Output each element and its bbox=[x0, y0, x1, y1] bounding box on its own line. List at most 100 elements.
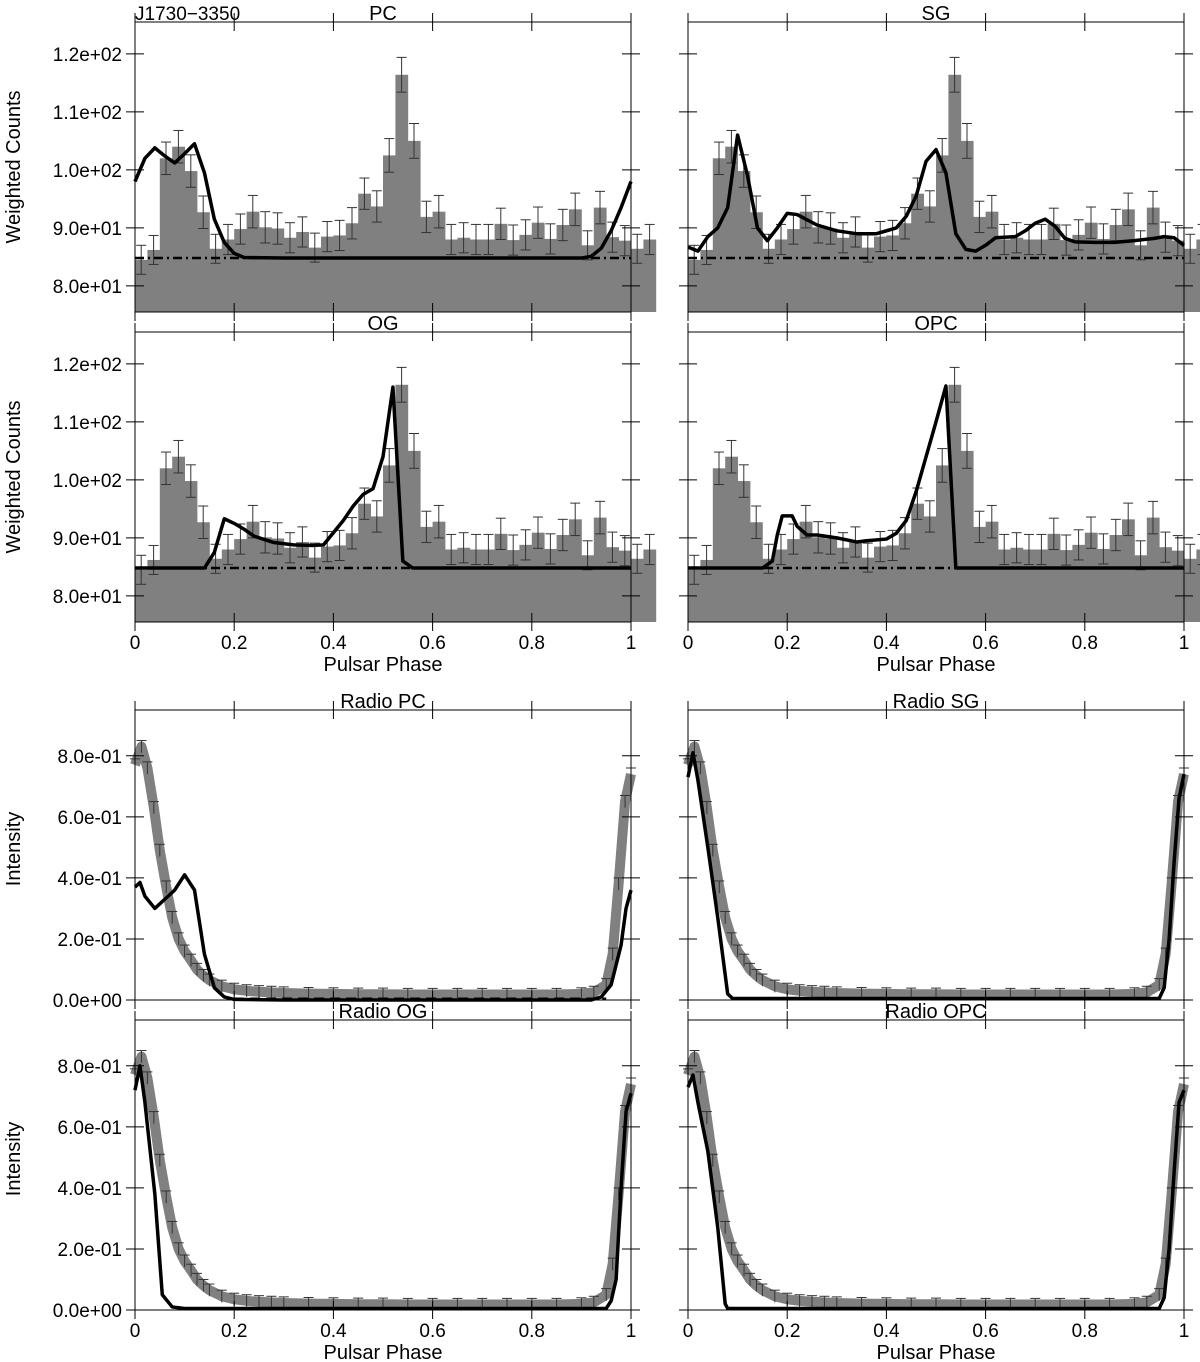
y-tick-label: 0.0e+00 bbox=[53, 991, 122, 1012]
xlabel-radio-right: Pulsar Phase bbox=[877, 1342, 996, 1362]
histogram-bar bbox=[358, 503, 371, 622]
radio-ylabel-bottom: Intensity bbox=[3, 1122, 25, 1196]
x-tick-label: 0 bbox=[130, 633, 141, 654]
y-tick-label: 8.0e+01 bbox=[53, 277, 122, 298]
x-tick-label: 1 bbox=[1179, 1321, 1190, 1342]
histogram-bar bbox=[321, 236, 334, 312]
model-light-curve bbox=[687, 133, 1186, 253]
model-light-curve bbox=[133, 142, 633, 260]
x-tick-label: 1 bbox=[626, 633, 637, 654]
y-tick-label: 0.0e+00 bbox=[53, 1301, 122, 1322]
histogram-bar bbox=[556, 225, 570, 312]
histogram-bar bbox=[1084, 532, 1098, 622]
histogram-bar bbox=[234, 229, 247, 312]
y-tick-label: 8.0e-01 bbox=[58, 747, 122, 768]
histogram-bar bbox=[750, 212, 763, 312]
histogram-bar bbox=[1134, 245, 1148, 312]
histogram-bar bbox=[432, 211, 446, 312]
histogram-bar bbox=[1084, 222, 1098, 312]
histogram-bar bbox=[1196, 239, 1200, 312]
histogram-bar bbox=[898, 533, 912, 622]
histogram-bar bbox=[762, 558, 776, 622]
histogram-bar bbox=[407, 140, 421, 312]
histogram-bar bbox=[147, 559, 161, 622]
histogram-bar bbox=[799, 211, 813, 312]
histogram-bar bbox=[569, 209, 582, 312]
histogram-bar bbox=[432, 521, 446, 622]
x-tick-label: 1 bbox=[1179, 633, 1190, 654]
histogram-bar bbox=[308, 247, 322, 312]
histogram-bar bbox=[700, 249, 714, 312]
x-tick-label: 0.8 bbox=[519, 633, 545, 654]
panel-frame bbox=[687, 1019, 1185, 1311]
histogram-bar bbox=[395, 74, 409, 312]
histogram-bar bbox=[308, 557, 322, 622]
panel-radio-opc: 0 0.2 0.4 0.6 0.8 1 Radio OPC bbox=[679, 1001, 1193, 1342]
histogram-bar bbox=[861, 247, 875, 312]
histogram-bar bbox=[812, 537, 825, 622]
histogram-bar bbox=[849, 541, 862, 622]
histogram-bar bbox=[973, 526, 986, 622]
histogram-bar bbox=[1146, 207, 1160, 312]
y-tick-label: 6.0e-01 bbox=[58, 808, 122, 829]
histogram-bar bbox=[159, 158, 173, 312]
x-tick-label: 0.6 bbox=[972, 633, 998, 654]
panel-frame bbox=[134, 1019, 632, 1311]
histogram-bar bbox=[209, 558, 223, 622]
radio-model-line bbox=[133, 1064, 633, 1311]
histogram-bar bbox=[700, 559, 714, 622]
histogram-bar bbox=[712, 158, 726, 312]
radio-model-line bbox=[686, 1073, 1186, 1311]
histogram-bar bbox=[345, 533, 359, 622]
histogram-bar bbox=[259, 227, 272, 312]
histogram-bar bbox=[1184, 248, 1197, 312]
histogram-bar bbox=[874, 546, 887, 622]
histogram-bar bbox=[812, 227, 825, 312]
histogram-bar bbox=[246, 211, 260, 312]
histogram-bar bbox=[948, 74, 962, 312]
x-tick-label: 0.4 bbox=[320, 633, 347, 654]
histogram-bar bbox=[519, 544, 533, 622]
histogram-bar bbox=[725, 146, 738, 312]
y-tick-label: 1.2e+02 bbox=[53, 45, 122, 66]
histogram-bar bbox=[556, 535, 570, 622]
x-tick-label: 0 bbox=[683, 1321, 694, 1342]
model-light-curve bbox=[135, 385, 631, 570]
histogram-bar bbox=[581, 245, 595, 312]
histogram-bar bbox=[184, 481, 198, 622]
histogram-bar bbox=[531, 532, 545, 622]
y-tick-label: 9.0e+01 bbox=[53, 529, 122, 550]
histogram-bar bbox=[886, 235, 900, 312]
histogram-bar bbox=[345, 223, 359, 312]
histogram-bar bbox=[209, 248, 223, 312]
radio-model-line bbox=[133, 873, 633, 1002]
y-tick-label: 1.0e+02 bbox=[53, 471, 122, 492]
y-tick-label: 2.0e-01 bbox=[58, 930, 122, 951]
histogram-bar bbox=[606, 547, 619, 622]
x-tick-label: 0.6 bbox=[419, 633, 445, 654]
panel-frame bbox=[134, 331, 632, 623]
histogram-bar bbox=[283, 547, 297, 622]
histogram-bar bbox=[184, 171, 198, 312]
histogram-bar bbox=[836, 237, 850, 312]
x-tick-label: 1 bbox=[626, 1321, 637, 1342]
panel-title: SG bbox=[922, 3, 951, 25]
y-tick-label: 1.0e+02 bbox=[53, 161, 122, 182]
panel-radio-og: 0.0e+00 2.0e-01 4.0e-01 6.0e-01 8.0e-01 0 0.2 0… bbox=[53, 1001, 640, 1342]
histogram-bar bbox=[606, 237, 619, 312]
x-tick-label: 0.2 bbox=[774, 1321, 800, 1342]
radio-model-line bbox=[686, 750, 1186, 1001]
radio-profile-line bbox=[683, 741, 1189, 1000]
panel-title: PC bbox=[369, 3, 397, 25]
panel-radio-sg: Radio SG bbox=[679, 691, 1193, 1009]
histogram-bar bbox=[874, 236, 887, 312]
y-tick-label: 9.0e+01 bbox=[53, 219, 122, 240]
panels-layer: 8.0e+01 9.0e+01 1.0e+02 1.1e+02 1.2e+02 PC SG 8… bbox=[53, 3, 1200, 1342]
histogram-bar bbox=[1184, 558, 1197, 622]
histogram-bar bbox=[1072, 544, 1086, 622]
histogram-bar bbox=[911, 503, 924, 622]
panel-og: 8.0e+01 9.0e+01 1.0e+02 1.1e+02 1.2e+02 0 0.2 0… bbox=[53, 313, 657, 654]
x-tick-label: 0.6 bbox=[419, 1321, 445, 1342]
x-tick-label: 0.2 bbox=[221, 1321, 247, 1342]
histogram-bar bbox=[1122, 519, 1135, 622]
